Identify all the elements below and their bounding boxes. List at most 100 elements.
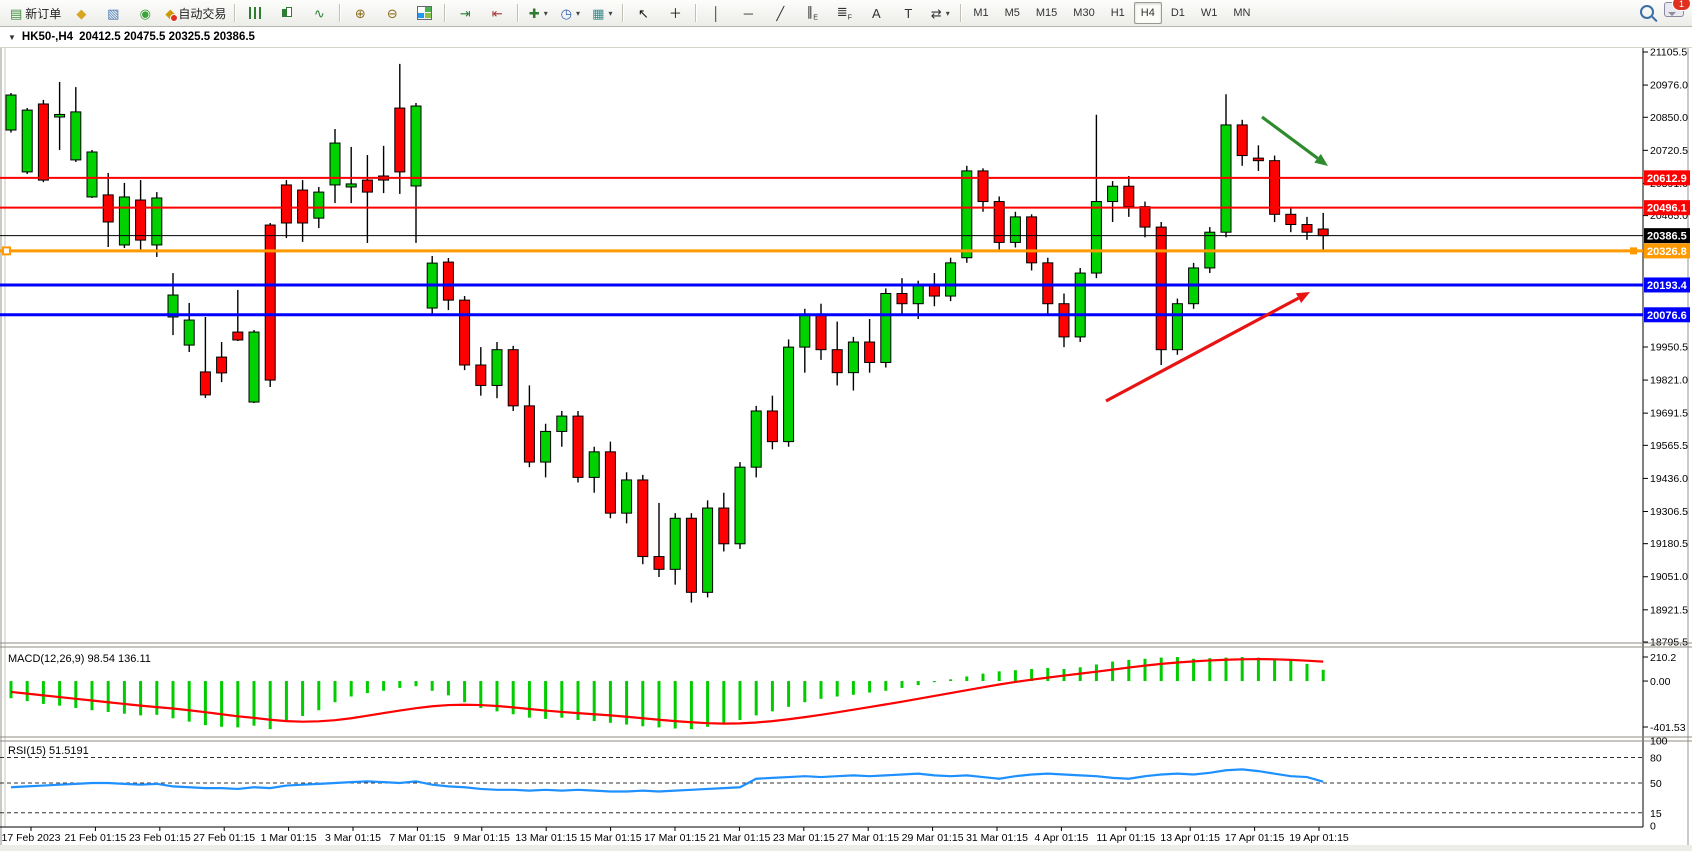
signals-button[interactable]: ◉ (129, 1, 161, 25)
chevron-down-icon[interactable]: ▾ (543, 8, 548, 18)
tile-windows-button[interactable] (408, 1, 440, 25)
crosshair-icon: ＋ (668, 5, 682, 21)
candle (669, 517, 681, 570)
cursor-button[interactable]: ↖ (627, 1, 659, 25)
periods-button[interactable]: ◷ ▾ (554, 1, 586, 25)
toolbar-separator (622, 4, 624, 22)
zoom-in-button[interactable]: ⊕ (344, 1, 376, 25)
time-axis-label: 27 Feb 01:15 (193, 832, 255, 844)
price-badge-20496.1: 20496.1 (1647, 203, 1687, 215)
cursor-icon: ↖ (637, 5, 649, 21)
time-axis-label: 19 Apr 01:15 (1289, 832, 1349, 844)
timeframe-button-w1[interactable]: W1 (1200, 7, 1218, 19)
toolbar-separator (234, 4, 236, 22)
candle (1171, 303, 1183, 351)
candle (637, 479, 649, 558)
candle (621, 479, 633, 514)
price-badge-20326.8: 20326.8 (1647, 246, 1687, 258)
line-handle-right[interactable] (1630, 247, 1637, 255)
new-order-button-label: 新订单 (25, 6, 62, 21)
candle (1058, 303, 1070, 338)
candle (912, 285, 924, 305)
seal-button[interactable]: ◆ (65, 1, 97, 25)
timeframe-button-m5[interactable]: M5 (1004, 7, 1020, 19)
candle (313, 191, 325, 219)
macd-scale-min: -401.53 (1650, 722, 1686, 734)
green-arrow-annotation-head[interactable] (1314, 153, 1328, 166)
templates-button[interactable]: ▦ ▾ (586, 1, 618, 25)
hline-button[interactable]: ─ (732, 1, 764, 25)
zoom-out-button[interactable]: ⊖ (376, 1, 408, 25)
red-arrow-annotation[interactable] (1105, 296, 1300, 403)
candle (928, 285, 940, 297)
chevron-down-icon[interactable]: ▾ (608, 8, 613, 18)
equidistant-channel-icon: ∥E (806, 3, 818, 22)
candle (199, 371, 211, 396)
time-axis-label: 23 Feb 01:15 (129, 832, 191, 844)
line-handle-left[interactable] (2, 246, 11, 256)
timeframe-button-h1[interactable]: H1 (1110, 7, 1125, 19)
candle (183, 319, 195, 346)
time-axis-label: 11 Apr 01:15 (1096, 832, 1155, 844)
template-icon: ▦ (592, 5, 605, 21)
candle (653, 556, 665, 570)
channel-button[interactable]: ∥E (796, 1, 828, 25)
candle (37, 103, 49, 181)
line-chart-button[interactable]: ∿ (303, 1, 335, 25)
candle (507, 349, 519, 407)
crosshair-button[interactable]: ＋ (659, 1, 691, 25)
trendline-button[interactable]: ╱ (764, 1, 796, 25)
chart-shift-button[interactable]: ⇥ (449, 1, 481, 25)
green-arrow-annotation[interactable] (1261, 115, 1319, 160)
candle (329, 142, 341, 186)
timeframe-button-m30[interactable]: M30 (1073, 7, 1095, 19)
trader-button[interactable]: ▧ (97, 1, 129, 25)
bar-chart-button[interactable] (239, 1, 271, 25)
candle (847, 341, 859, 374)
rsi-line (10, 768, 1324, 793)
rsi-scale-label: 100 (1650, 736, 1668, 748)
new-order-button[interactable]: ▤ 新订单 (6, 1, 65, 25)
collapse-icon[interactable]: ▼ (8, 32, 16, 42)
price-badge-bg (1644, 307, 1690, 323)
timeframe-button-mn[interactable]: MN (1233, 7, 1251, 19)
chevron-down-icon[interactable]: ▾ (945, 8, 950, 18)
timeframe-button-m15[interactable]: M15 (1035, 7, 1058, 19)
candle (815, 313, 827, 351)
indicators-button[interactable]: ✚ ▾ (522, 1, 554, 25)
candle (702, 507, 714, 593)
chevron-down-icon[interactable]: ▾ (575, 8, 580, 18)
search-icon[interactable] (1640, 5, 1654, 19)
auto-trading-button[interactable]: ◆ 自动交易 (161, 1, 230, 25)
time-axis-label: 7 Mar 01:15 (389, 832, 445, 844)
candlestick-button[interactable] (271, 1, 303, 25)
candle (831, 349, 843, 374)
timeframe-button-h4[interactable]: H4 (1133, 2, 1162, 24)
fibonacci-button[interactable]: ≣F (828, 1, 860, 25)
arrows-tool-button[interactable]: ⇄ ▾ (924, 1, 956, 25)
price-tick-label: 18921.5 (1650, 604, 1688, 616)
text-button[interactable]: A (860, 1, 892, 25)
price-badge-20386.5: 20386.5 (1647, 231, 1687, 243)
macd-scale-zero: 0.00 (1650, 676, 1671, 688)
red-arrow-annotation-head[interactable] (1295, 292, 1310, 303)
vline-button[interactable]: │ (700, 1, 732, 25)
price-tick-label: 20976.0 (1650, 80, 1688, 92)
price-tick-label: 20720.5 (1650, 145, 1688, 157)
price-badge-bg (1644, 200, 1690, 216)
new-order-icon: ▤ (10, 5, 23, 21)
trader-chart-icon: ▧ (107, 5, 120, 21)
candle (1042, 262, 1054, 305)
candle (864, 341, 876, 363)
timeframe-button-m1[interactable]: M1 (973, 7, 989, 19)
candle (750, 410, 762, 468)
price-tick-label: 19051.0 (1650, 571, 1688, 583)
candle (410, 105, 422, 187)
timeframe-button-d1[interactable]: D1 (1170, 7, 1185, 19)
price-tick-label: 19436.0 (1650, 473, 1688, 485)
candle (961, 170, 973, 259)
candle (280, 184, 292, 224)
chat-button[interactable]: 1 (1664, 0, 1691, 22)
auto-scroll-button[interactable]: ⇤ (481, 1, 513, 25)
text-label-button[interactable]: T (892, 1, 924, 25)
